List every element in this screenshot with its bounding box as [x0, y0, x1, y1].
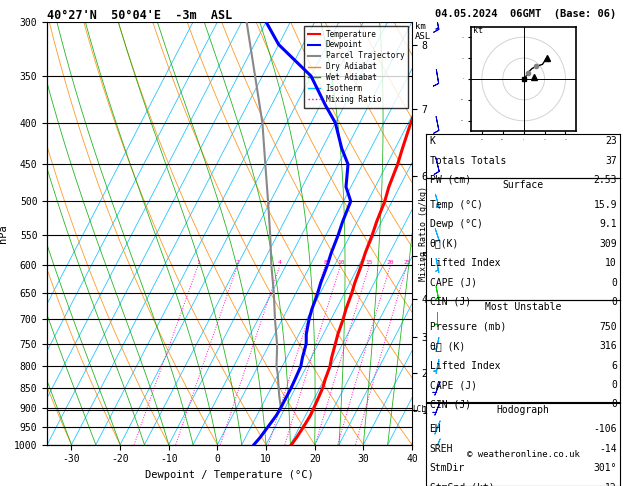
Text: -14: -14	[599, 444, 617, 454]
Text: Surface: Surface	[503, 180, 543, 191]
Text: K: K	[430, 136, 435, 146]
Text: EH: EH	[430, 424, 442, 434]
Text: 301°: 301°	[594, 463, 617, 473]
Text: Pressure (mb): Pressure (mb)	[430, 322, 506, 332]
X-axis label: Dewpoint / Temperature (°C): Dewpoint / Temperature (°C)	[145, 470, 314, 480]
Text: CAPE (J): CAPE (J)	[430, 380, 477, 390]
Text: 6: 6	[611, 361, 617, 371]
Text: Lifted Index: Lifted Index	[430, 258, 500, 268]
Text: CIN (J): CIN (J)	[430, 399, 470, 410]
Text: StmDir: StmDir	[430, 463, 465, 473]
Text: 37: 37	[605, 156, 617, 166]
Text: θᴇ(K): θᴇ(K)	[430, 239, 459, 249]
Y-axis label: hPa: hPa	[0, 224, 8, 243]
Text: 40°27'N  50°04'E  -3m  ASL: 40°27'N 50°04'E -3m ASL	[47, 9, 233, 22]
Text: 10: 10	[337, 260, 344, 265]
Text: © weatheronline.co.uk: © weatheronline.co.uk	[467, 450, 579, 459]
Text: 15: 15	[365, 260, 373, 265]
Legend: Temperature, Dewpoint, Parcel Trajectory, Dry Adiabat, Wet Adiabat, Isotherm, Mi: Temperature, Dewpoint, Parcel Trajectory…	[304, 26, 408, 108]
Text: -106: -106	[594, 424, 617, 434]
Text: 0: 0	[611, 380, 617, 390]
Text: 750: 750	[599, 322, 617, 332]
Text: CAPE (J): CAPE (J)	[430, 278, 477, 288]
Text: Hodograph: Hodograph	[496, 405, 550, 415]
Text: Totals Totals: Totals Totals	[430, 156, 506, 166]
Text: 25: 25	[403, 260, 411, 265]
Text: SREH: SREH	[430, 444, 453, 454]
Text: 4: 4	[278, 260, 282, 265]
Text: 04.05.2024  06GMT  (Base: 06): 04.05.2024 06GMT (Base: 06)	[435, 9, 616, 19]
Text: Mixing Ratio (g/kg): Mixing Ratio (g/kg)	[419, 186, 428, 281]
Text: 0: 0	[611, 297, 617, 307]
Text: 12: 12	[605, 483, 617, 486]
Text: 2: 2	[236, 260, 240, 265]
Text: Most Unstable: Most Unstable	[485, 302, 561, 312]
Text: PW (cm): PW (cm)	[430, 175, 470, 185]
Text: 8: 8	[323, 260, 327, 265]
Text: 309: 309	[599, 239, 617, 249]
Text: Temp (°C): Temp (°C)	[430, 200, 482, 210]
Text: 1: 1	[196, 260, 200, 265]
Text: 2.53: 2.53	[594, 175, 617, 185]
Text: km
ASL: km ASL	[415, 22, 431, 41]
Text: 15.9: 15.9	[594, 200, 617, 210]
Text: 0: 0	[611, 278, 617, 288]
Text: 10: 10	[605, 258, 617, 268]
Text: 0: 0	[611, 399, 617, 410]
Text: StmSpd (kt): StmSpd (kt)	[430, 483, 494, 486]
Text: CIN (J): CIN (J)	[430, 297, 470, 307]
Text: 316: 316	[599, 341, 617, 351]
Text: Lifted Index: Lifted Index	[430, 361, 500, 371]
Text: kt: kt	[474, 26, 484, 35]
Text: LCL: LCL	[413, 405, 426, 414]
Text: 23: 23	[605, 136, 617, 146]
Text: θᴇ (K): θᴇ (K)	[430, 341, 465, 351]
Text: 20: 20	[387, 260, 394, 265]
Text: Dewp (°C): Dewp (°C)	[430, 219, 482, 229]
Text: 9.1: 9.1	[599, 219, 617, 229]
